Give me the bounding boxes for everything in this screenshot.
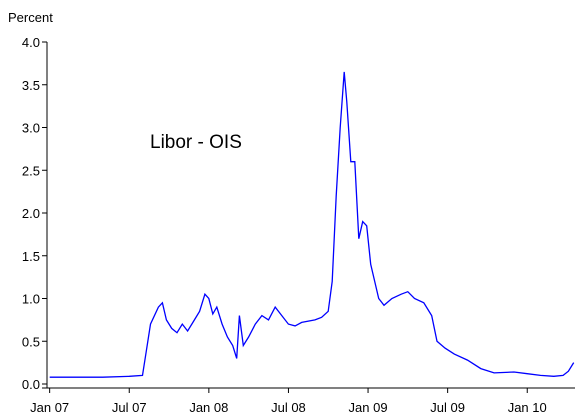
y-tick-label: 2.5: [22, 163, 40, 178]
y-tick-label: 0.0: [22, 377, 40, 392]
y-tick-label: 1.0: [22, 292, 40, 307]
x-tick-label: Jan 10: [508, 400, 547, 415]
y-tick-label: 0.5: [22, 334, 40, 349]
x-tick-label: Jan 09: [349, 400, 388, 415]
x-tick-label: Jan 08: [189, 400, 228, 415]
y-axis-label: Percent: [8, 10, 53, 25]
y-tick-label: 3.0: [22, 121, 40, 136]
y-tick-label: 1.5: [22, 249, 40, 264]
x-tick-label: Jul 09: [430, 400, 465, 415]
y-tick-label: 4.0: [22, 35, 40, 50]
annotation: Libor - OIS: [150, 132, 242, 153]
y-tick-label: 2.0: [22, 206, 40, 221]
series-line: [49, 71, 575, 378]
x-tick-label: Jul 08: [271, 400, 306, 415]
x-tick-label: Jul 07: [112, 400, 147, 415]
y-tick-label: 3.5: [22, 78, 40, 93]
x-tick-label: Jan 07: [30, 400, 69, 415]
